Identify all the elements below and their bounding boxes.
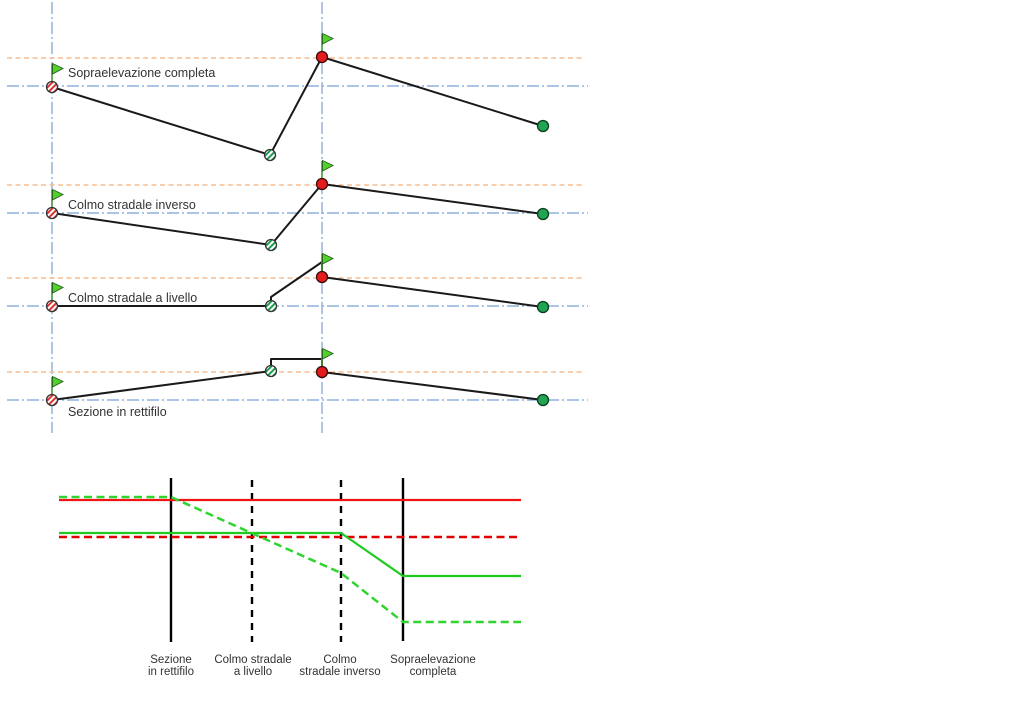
green-hatched-circle-icon xyxy=(264,238,278,252)
station-label-sezione-in-rettifilo: Sezione in rettifilo xyxy=(147,654,195,678)
green-circle-icon xyxy=(536,393,550,407)
cross-section-profile xyxy=(51,358,544,401)
green-hatched-circle-icon xyxy=(263,148,277,162)
green-circle-icon xyxy=(536,119,550,133)
station-label-colmo-stradale-a-livello: Colmo stradale a livello xyxy=(214,654,292,678)
green-circle-icon xyxy=(536,300,550,314)
cross-section-profile xyxy=(51,183,544,246)
chart-line-green-dashed xyxy=(59,495,521,624)
section-label-sopraelevazione-completa: Sopraelevazione completa xyxy=(68,66,216,80)
red-circle-icon xyxy=(315,177,329,191)
superelevation-transition-chart xyxy=(59,478,521,642)
green-hatched-circle-icon xyxy=(264,299,278,313)
cross-section-profile xyxy=(51,261,544,308)
section-sopraelevazione-completa xyxy=(7,32,588,162)
section-label-colmo-stradale-a-livello: Colmo stradale a livello xyxy=(68,291,198,305)
chart-line-green-solid xyxy=(59,531,521,578)
green-hatched-circle-icon xyxy=(264,364,278,378)
red-circle-icon xyxy=(315,50,329,64)
red-hatched-circle-icon xyxy=(45,299,59,313)
cross-section-profile xyxy=(51,56,544,156)
red-circle-icon xyxy=(315,365,329,379)
red-hatched-circle-icon xyxy=(45,80,59,94)
green-circle-icon xyxy=(536,207,550,221)
section-sezione-in-rettifilo xyxy=(7,347,588,407)
red-hatched-circle-icon xyxy=(45,206,59,220)
red-circle-icon xyxy=(315,270,329,284)
section-colmo-stradale-a-livello xyxy=(7,252,588,314)
station-label-colmo-stradale-inverso: Colmo stradale inverso xyxy=(299,654,381,678)
section-label-sezione-in-rettifilo: Sezione in rettifilo xyxy=(68,405,167,419)
section-label-colmo-stradale-inverso: Colmo stradale inverso xyxy=(68,198,196,212)
station-label-sopraelevazione-completa: Sopraelevazione completa xyxy=(390,654,476,678)
section-colmo-stradale-inverso xyxy=(7,159,588,252)
red-hatched-circle-icon xyxy=(45,393,59,407)
